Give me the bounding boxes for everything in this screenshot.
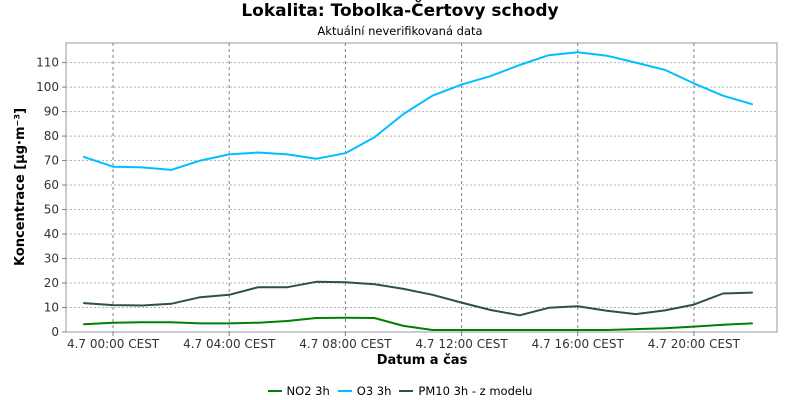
y-tick-label: 20 (44, 276, 59, 290)
y-tick-label: 50 (44, 203, 59, 217)
plot-area (65, 42, 778, 333)
legend-item: O3 3h (337, 384, 392, 398)
y-tick-label: 110 (36, 56, 59, 70)
x-tick-label: 4.7 04:00 CEST (183, 337, 276, 351)
y-axis-label: Koncentrace [µg·m⁻³] (13, 108, 28, 266)
y-tick-label: 70 (44, 154, 59, 168)
x-tick-label: 4.7 12:00 CEST (415, 337, 508, 351)
y-tick-label: 30 (44, 252, 59, 266)
x-tick-label: 4.7 08:00 CEST (299, 337, 392, 351)
y-tick-label: 0 (51, 325, 59, 339)
y-tick-label: 80 (44, 129, 59, 143)
x-axis-label: Datum a čas (377, 353, 468, 368)
y-tick-label: 10 (44, 301, 59, 315)
grid-layer (66, 43, 777, 332)
legend-swatch (337, 390, 352, 392)
axis-layer: 0 10 20 30 40 50 60 70 80 90 100 110 4.7 00:00 CEST 4… (36, 56, 741, 351)
series-line-2 (83, 280, 753, 317)
legend-item: NO2 3h (267, 384, 330, 398)
legend-item: PM10 3h - z modelu (399, 384, 532, 398)
legend-swatch (399, 390, 414, 392)
chart-title: Lokalita: Tobolka-Čertovy schody (241, 1, 559, 21)
y-tick-label: 40 (44, 227, 59, 241)
x-tick-label: 4.7 20:00 CEST (648, 337, 741, 351)
legend-label: NO2 3h (286, 384, 330, 398)
series-line-0 (83, 316, 753, 331)
y-tick-label: 100 (36, 80, 59, 94)
legend-label: PM10 3h - z modelu (418, 384, 533, 398)
series-line-1 (83, 51, 753, 171)
y-tick-label: 60 (44, 178, 59, 192)
legend-swatch (267, 390, 282, 392)
series-layer (83, 51, 753, 331)
legend-label: O3 3h (356, 384, 392, 398)
legend: NO2 3h O3 3h PM10 3h - z modelu (0, 381, 800, 398)
x-tick-label: 4.7 00:00 CEST (67, 337, 160, 351)
x-tick-label: 4.7 16:00 CEST (532, 337, 625, 351)
chart-subtitle: Aktuální neverifikovaná data (317, 24, 483, 38)
y-tick-label: 90 (44, 105, 59, 119)
